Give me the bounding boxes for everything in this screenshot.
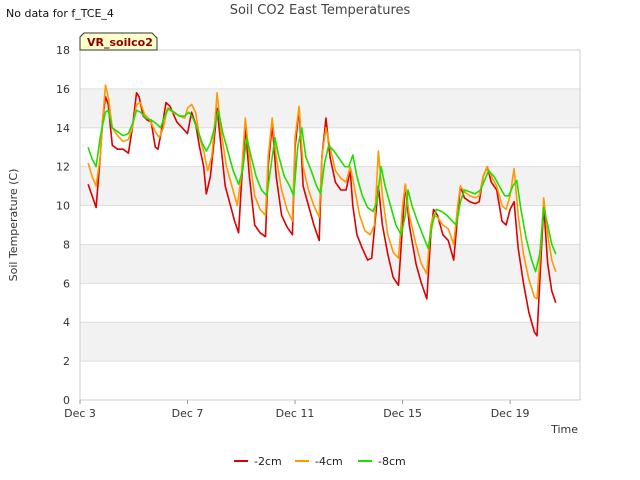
grid-band [80, 322, 580, 362]
no-data-note: No data for f_TCE_4 [6, 7, 114, 20]
y-tick-label: 10 [56, 200, 70, 213]
y-tick-label: 12 [56, 161, 70, 174]
x-tick-label: Dec 19 [491, 407, 530, 420]
x-axis-label: Time [550, 423, 578, 436]
y-axis-ticks: 0 2 4 6 8 10 12 14 16 18 [56, 44, 70, 407]
legend-label: -2cm [254, 455, 282, 468]
tag-label: VR_soilco2 [87, 36, 153, 49]
y-tick-label: 4 [63, 316, 70, 329]
series-line--2cm [87, 92, 557, 337]
vr-soilco2-tag: VR_soilco2 [79, 32, 158, 51]
legend-label: -4cm [315, 455, 343, 468]
y-tick-label: 0 [63, 394, 70, 407]
x-tick-label: Dec 11 [276, 407, 315, 420]
y-tick-label: 18 [56, 44, 70, 57]
series-line--8cm [87, 107, 557, 273]
legend: -2cm -4cm -8cm [234, 455, 406, 468]
x-tick-label: Dec 3 [64, 407, 96, 420]
y-tick-label: 14 [56, 122, 70, 135]
x-tick-label: Dec 7 [172, 407, 204, 420]
y-tick-label: 8 [63, 238, 70, 251]
legend-label: -8cm [378, 455, 406, 468]
plot-area [79, 49, 581, 401]
chart-title: Soil CO2 East Temperatures [229, 3, 411, 18]
y-tick-label: 16 [56, 83, 70, 96]
series-lines [87, 84, 557, 337]
x-tick-label: Dec 15 [383, 407, 422, 420]
grid-bands [80, 88, 580, 362]
y-tick-label: 6 [63, 277, 70, 290]
grid-band [80, 166, 580, 206]
x-axis-ticks: Dec 3 Dec 7 Dec 11 Dec 15 Dec 19 [64, 400, 529, 420]
grid-band [80, 244, 580, 284]
y-tick-label: 2 [63, 355, 70, 368]
y-axis-label: Soil Temperature (C) [7, 169, 20, 282]
